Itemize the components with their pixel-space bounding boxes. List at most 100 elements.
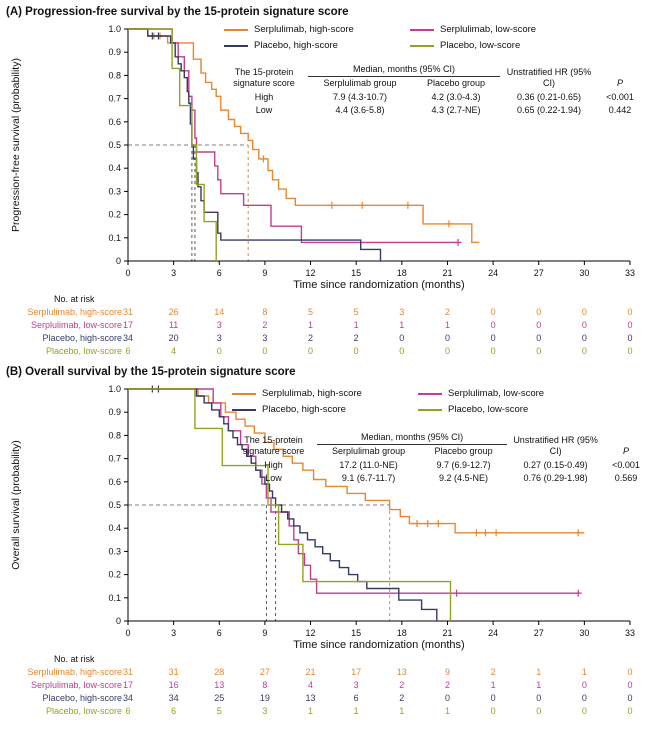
risk-count: 8 [262,680,268,690]
placebo-median-cell: 9.7 (6.9-12.7) [436,459,491,470]
median-hr-table: The 15-protein signature score Median, mo… [220,63,642,117]
risk-count: 0 [536,346,542,356]
risk-count: 2 [308,333,314,343]
risk-count: 0 [627,680,633,690]
p-value-cell: <0.001 [606,91,634,102]
median-header: Median, months (95% CI) [308,63,500,78]
risk-count: 0 [581,346,587,356]
y-tick-label: 0 [116,256,121,266]
series-placebo-low-score [128,28,217,261]
legend-label: Serplulimab, low-score [440,24,537,35]
median-header: Median, months (95% CI) [317,431,508,446]
x-tick-label: 6 [217,628,222,638]
risk-count: 0 [490,693,496,703]
signature-score-header: The 15-protein signature score [233,67,295,89]
risk-count: 4 [171,346,177,356]
stats-row-high: High 17.2 (11.0-NE) 9.7 (6.9-12.7) 0.27 (0.… [230,459,648,472]
y-tick-label: 0.2 [108,570,121,580]
risk-count: 0 [490,333,496,343]
panel-b-x-axis-label: Time since randomization (months) [293,639,465,651]
risk-count: 1 [399,706,405,716]
legend-item-placebo-low-score: Placebo, low-score [410,40,596,51]
legend-label: Placebo, high-score [254,40,338,51]
risk-count: 19 [259,693,270,703]
legend-item-serplulimab-low-score: Serplulimab, low-score [410,24,596,35]
risk-count: 0 [399,346,405,356]
stats-row-high: High 7.9 (4.3-10.7) 4.2 (3.0-4.3) 0.36 (0.2… [220,91,642,104]
x-tick-label: 18 [397,628,407,638]
axes [127,389,630,622]
risk-count: 1 [581,667,587,677]
risk-count: 21 [305,667,316,677]
risk-count: 0 [627,333,633,343]
risk-count: 1 [444,706,450,716]
hr-cell: 0.36 (0.21-0.65) [516,91,582,102]
x-tick-label: 0 [125,628,130,638]
risk-count: 0 [627,307,633,317]
median-hr-table: The 15-protein signature score Median, mo… [230,431,648,485]
hr-header: Unstratified HR (95% CI) [513,435,598,457]
x-tick-label: 15 [351,268,361,278]
risk-count: 1 [308,320,314,330]
placebo-median-cell: 9.2 (4.5-NE) [439,472,489,483]
series-serplulimab-high-score [128,388,585,534]
risk-count: 0 [490,320,496,330]
risk-count: 13 [305,693,316,703]
risk-count: 17 [351,667,362,677]
legend-line-swatch [232,392,256,395]
x-tick-label: 15 [351,628,361,638]
censor-marks-placebo-high-score [148,32,162,40]
risk-count: 0 [581,680,587,690]
legend-label: Placebo, low-score [448,404,529,415]
risk-count: 0 [490,706,496,716]
risk-count: 1 [308,706,314,716]
panel-a-x-axis-label: Time since randomization (months) [293,279,465,291]
legend-line-swatch [410,44,434,47]
risk-count: 6 [125,706,131,716]
risk-count: 1 [536,667,542,677]
y-tick-label: 0.6 [108,117,121,127]
risk-table-title: No. at risk [54,294,95,304]
risk-count: 2 [490,667,496,677]
risk-count: 6 [171,706,177,716]
risk-count: 0 [581,706,587,716]
risk-count: 0 [216,346,222,356]
y-tick-label: 0 [116,616,121,626]
risk-count: 0 [581,307,587,317]
legend-label: Serplulimab, high-score [254,24,354,35]
risk-count: 3 [353,680,359,690]
x-tick-label: 30 [579,268,589,278]
risk-count: 31 [122,667,134,677]
risk-count: 3 [216,333,222,343]
risk-count: 1 [353,320,359,330]
y-tick-label: 1.0 [108,24,121,34]
risk-count: 6 [125,346,131,356]
risk-count: 5 [216,706,222,716]
risk-count: 1 [490,680,496,690]
risk-count: 26 [168,307,179,317]
legend-item-serplulimab-high-score: Serplulimab, high-score [224,24,410,35]
risk-count: 0 [490,346,496,356]
risk-count: 1 [536,680,542,690]
risk-count: 14 [214,307,225,317]
legend-label: Serplulimab, high-score [262,388,362,399]
risk-count: 0 [627,320,633,330]
x-tick-label: 3 [171,268,176,278]
risk-count: 9 [444,667,450,677]
risk-count: 13 [396,667,407,677]
panel-b: (B) Overall survival by the 15-protein s… [0,366,648,720]
hr-cell: 0.65 (0.22-1.94) [516,104,582,115]
risk-count: 0 [490,307,496,317]
y-tick-label: 0.5 [108,500,121,510]
risk-count: 0 [627,693,633,703]
risk-row-label-placebo-low-score: Placebo, low-score [45,346,122,356]
hr-header: Unstratified HR (95% CI) [506,67,592,89]
x-tick-label: 21 [442,268,452,278]
score-level-cell: Low [265,472,282,483]
p-value-header: P [616,78,623,89]
serplulimab-median-cell: 7.9 (4.3-10.7) [332,91,388,102]
x-tick-label: 24 [488,268,498,278]
series-serplulimab-low-score [128,388,580,594]
x-tick-label: 0 [125,268,130,278]
risk-count: 0 [581,333,587,343]
